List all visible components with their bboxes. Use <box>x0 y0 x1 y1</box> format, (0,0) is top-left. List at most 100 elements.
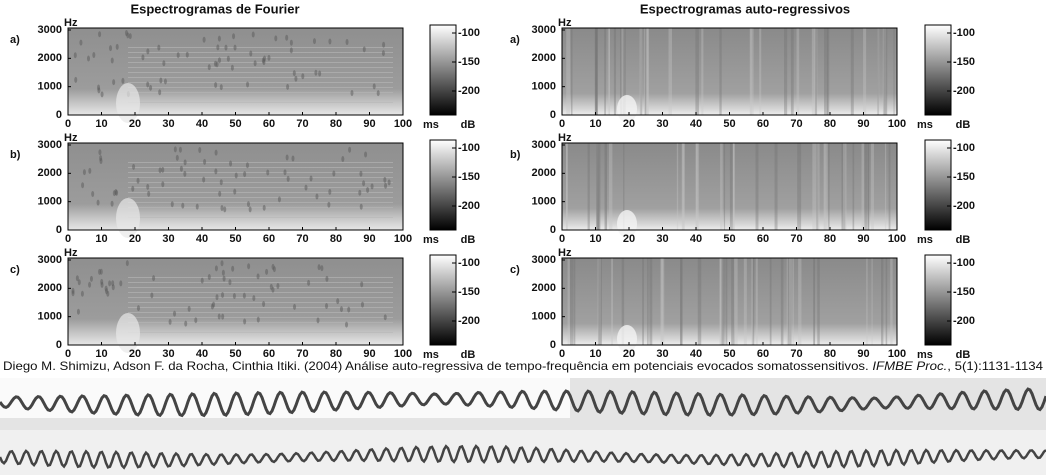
spectrogram-speckle <box>245 162 249 169</box>
spectrogram-speckle <box>219 84 223 91</box>
spectrogram-streak <box>815 28 817 115</box>
y-unit: Hz <box>64 247 78 259</box>
colorbar-tick-label: -100 <box>458 257 480 269</box>
x-tick-label: 60 <box>757 348 769 360</box>
spectrogram-streak <box>680 258 683 345</box>
x-tick-label: 0 <box>559 348 565 360</box>
y-tick-label: 1000 <box>38 311 62 323</box>
y-tick-label: 2000 <box>532 52 556 64</box>
x-unit: ms <box>423 349 439 361</box>
x-unit: ms <box>423 119 439 131</box>
spectrogram-speckle <box>339 306 343 313</box>
spectrogram-speckle <box>105 288 109 295</box>
spectrogram-speckle <box>214 81 218 88</box>
y-tick-label: 3000 <box>38 24 62 36</box>
spectrogram-speckle <box>178 146 182 153</box>
spectrogram-speckle <box>183 170 187 177</box>
x-tick-label: 40 <box>690 348 702 360</box>
y-tick-label: 0 <box>56 339 62 351</box>
colorbar-unit: dB <box>461 234 476 246</box>
spectrogram-speckle <box>271 286 275 293</box>
spectrogram-speckle <box>291 155 295 162</box>
spectrogram-speckle <box>194 317 198 324</box>
spectrogram-speckle <box>314 69 318 76</box>
spectrogram-speckle <box>217 57 221 64</box>
spectrogram-speckle <box>243 318 247 325</box>
spectrogram-speckle <box>252 295 256 302</box>
spectrogram-speckle <box>71 287 75 294</box>
panel-label: a) <box>10 34 20 46</box>
x-tick-label: 40 <box>690 118 702 130</box>
spectrogram-streak <box>786 258 788 345</box>
spectrogram-streak <box>780 258 784 345</box>
x-tick-label: 0 <box>65 233 71 245</box>
spectrogram-streak <box>752 258 755 345</box>
spectrogram-speckle <box>110 57 114 64</box>
x-tick-label: 10 <box>95 348 107 360</box>
colorbar <box>429 24 457 116</box>
colorbar-tick-label: -100 <box>458 142 480 154</box>
spectrogram-streak <box>643 28 648 115</box>
spectrogram-streak <box>888 143 891 230</box>
spectrogram-streak <box>604 143 607 230</box>
x-tick-label: 0 <box>65 348 71 360</box>
spectrogram-streak <box>885 258 888 345</box>
x-tick-label: 20 <box>623 118 635 130</box>
spectrogram-speckle <box>181 202 185 209</box>
spectrogram-streak <box>676 143 679 230</box>
spectrogram-speckle <box>383 314 387 321</box>
spectrogram-streak <box>852 143 855 230</box>
spectrogram-speckle <box>223 206 227 213</box>
spectrogram-speckle <box>75 275 79 282</box>
panel-label: b) <box>10 149 21 161</box>
x-tick-label: 40 <box>196 233 208 245</box>
spectrogram-streak <box>877 28 879 115</box>
spectrogram-speckle <box>76 308 80 315</box>
spectrogram-speckle <box>121 77 125 84</box>
spectrogram-streak <box>769 258 772 345</box>
spectrogram-speckle <box>283 169 287 176</box>
spectrogram-streak <box>841 143 846 230</box>
spectrogram-speckle <box>112 79 116 86</box>
spectrogram-speckle <box>92 52 96 59</box>
spectrogram-streak <box>843 143 847 230</box>
colorbar-unit: dB <box>461 349 476 361</box>
x-tick-label: 50 <box>723 118 735 130</box>
spectrogram-speckle <box>276 282 280 289</box>
spectrogram-streak <box>871 258 873 345</box>
spectrogram-speckle <box>289 39 293 46</box>
y-tick-label: 3000 <box>38 139 62 151</box>
spectrogram-speckle <box>229 160 233 167</box>
spectrogram-speckle <box>271 263 275 270</box>
spectrogram-streak <box>661 258 665 345</box>
x-tick-label: 30 <box>656 233 668 245</box>
x-tick-label: 20 <box>129 348 141 360</box>
spectrogram-streak <box>796 28 800 115</box>
spectrogram-speckle <box>77 279 81 286</box>
spectrogram-speckle <box>91 190 95 197</box>
spectrogram-speckle <box>150 292 154 299</box>
spectrogram-speckle <box>277 196 281 203</box>
spectrogram-speckle <box>159 77 163 84</box>
spectrogram-harmonics <box>128 158 393 220</box>
spectrogram-speckle <box>207 64 211 71</box>
spectrogram-speckle <box>221 269 225 276</box>
spectrogram-speckle <box>179 165 183 172</box>
spectrogram-streak <box>565 143 568 230</box>
spectrogram-streak <box>798 258 802 345</box>
x-tick-label: 100 <box>888 348 906 360</box>
spectrogram-speckle <box>364 151 368 158</box>
spectrogram-streak <box>866 258 868 345</box>
spectrogram-streak <box>863 28 867 115</box>
spectrogram-speckle <box>341 156 345 163</box>
spectrogram-speckle <box>243 171 247 178</box>
spectrogram-streak <box>587 143 590 230</box>
spectrogram-speckle <box>128 33 132 40</box>
spectrogram-speckle <box>149 84 153 91</box>
spectrogram-streak <box>824 143 828 230</box>
x-tick-label: 80 <box>824 233 836 245</box>
y-tick-label: 2000 <box>532 282 556 294</box>
spectrogram-speckle <box>79 39 83 46</box>
spectrogram-speckle <box>345 321 349 328</box>
